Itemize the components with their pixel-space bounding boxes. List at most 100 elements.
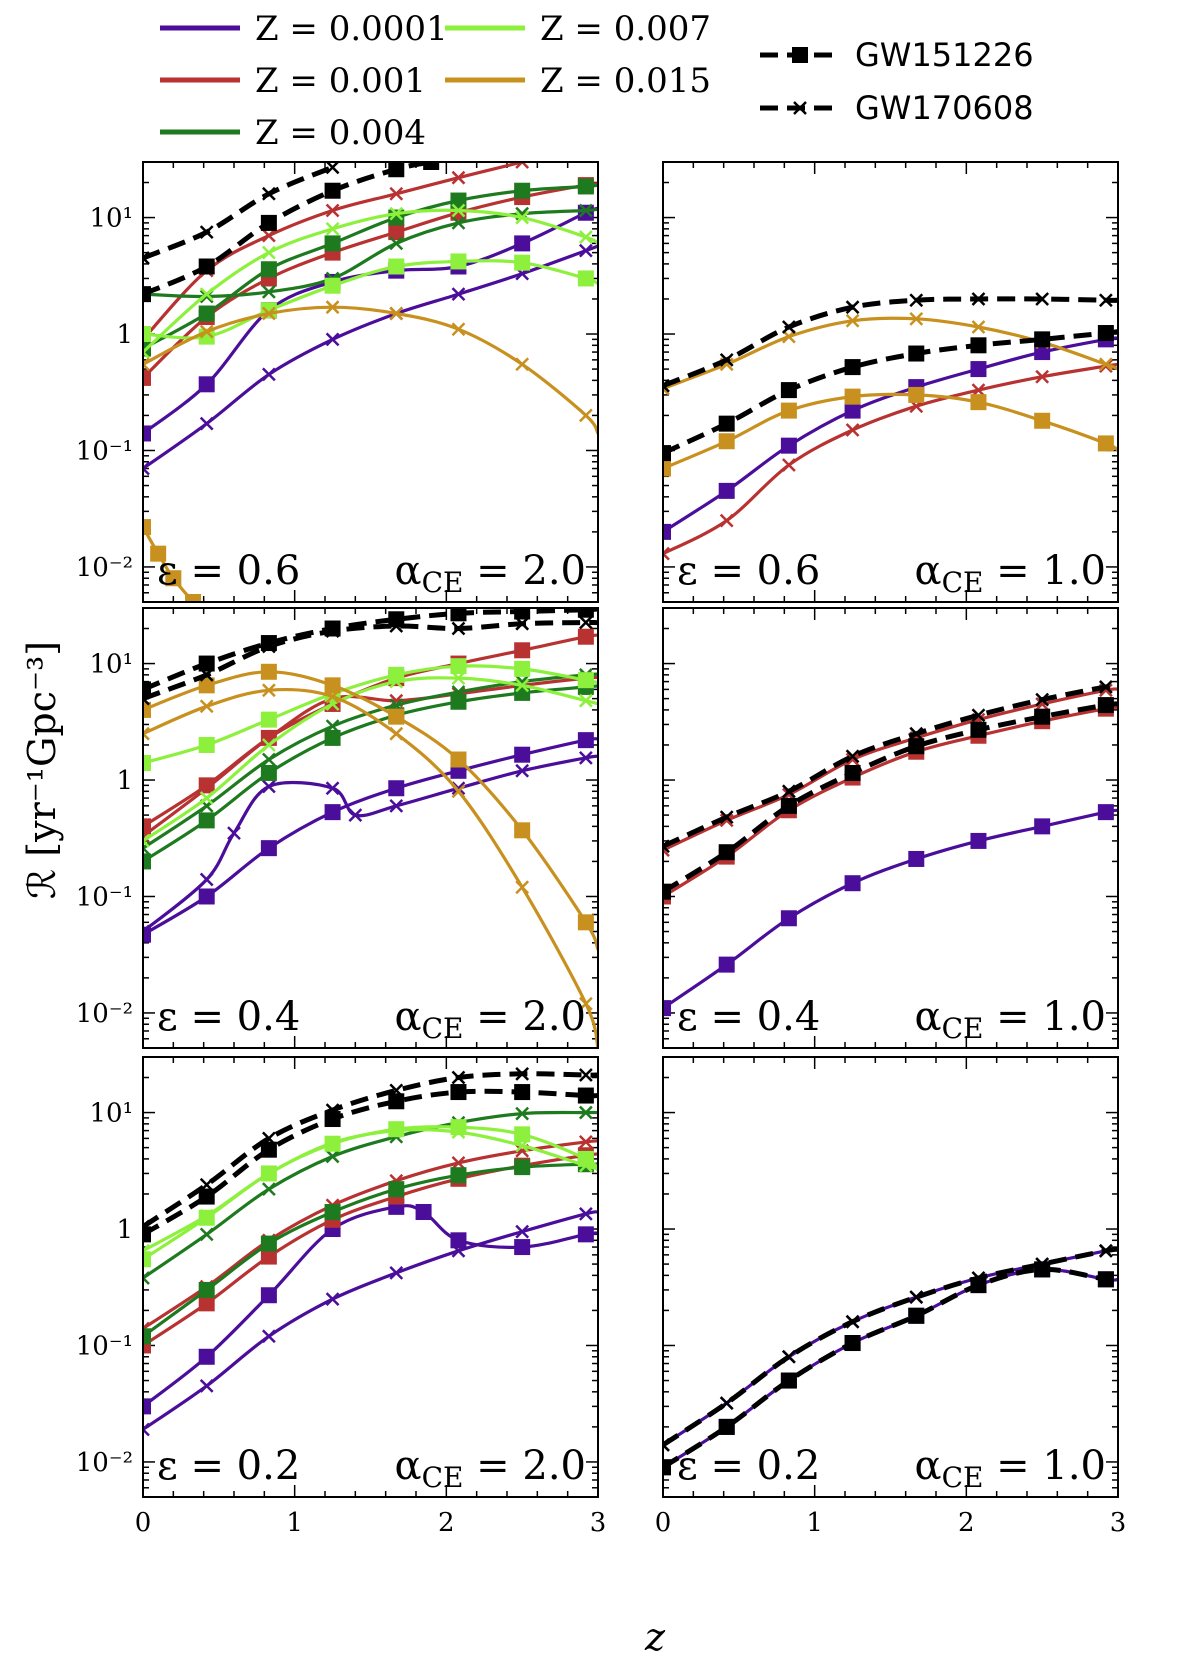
x-tick-label: 2	[438, 1508, 455, 1538]
panel-frame	[142, 1056, 599, 1498]
data-point-z-0-0001-square	[324, 804, 341, 821]
data-point-z-0-015-x	[325, 300, 340, 315]
series-line-gw151226-square	[663, 1266, 1118, 1470]
data-point-gw170608-x	[719, 352, 734, 367]
x-tick-label: 2	[958, 1508, 975, 1538]
data-point-z-0-0001-x	[389, 798, 404, 813]
data-point-z-0-007-x	[578, 230, 593, 244]
data-point-gw151226-square	[577, 608, 594, 618]
legend-label: GW170608	[855, 89, 1034, 127]
data-point-z-0-004-square	[450, 192, 467, 209]
data-point-gw151226-square	[388, 1093, 405, 1110]
alpha-ce-label: αCE = 1.0	[915, 548, 1106, 599]
data-point-z-0-004-x	[261, 285, 276, 299]
data-point-z-0-015-x	[451, 322, 466, 337]
panel-frame	[662, 1056, 1119, 1498]
data-point-gw170608-x	[515, 1066, 530, 1081]
data-point-z-0-007-square	[260, 711, 277, 728]
data-point-z-0-0001-square	[970, 361, 987, 378]
y-tick-label: 10⁻²	[76, 999, 133, 1029]
data-point-z-0-0001-x	[578, 750, 593, 765]
data-point-z-0-015-square	[324, 677, 341, 694]
data-point-z-0-015-square	[143, 701, 151, 718]
data-point-gw151226-square	[514, 1084, 531, 1101]
x-tick-label: 0	[135, 1508, 152, 1538]
data-point-z-0-004-x	[325, 1149, 340, 1164]
y-tick-label: 1	[116, 766, 133, 796]
data-point-z-0-007-x	[199, 287, 214, 302]
panel-frame	[142, 161, 599, 603]
data-point-z-0-0001-square	[780, 437, 797, 454]
data-point-z-0-0001-square	[198, 376, 215, 393]
panel-frame	[142, 607, 599, 1049]
data-point-z-0-001-square	[577, 628, 594, 645]
data-point-z-0-001-x	[199, 781, 214, 796]
data-point-gw170608-x	[781, 784, 796, 799]
data-point-z-0-0001-square	[663, 1000, 671, 1017]
data-point-z-0-015-x	[578, 996, 593, 1011]
data-point-z-0-015-x	[325, 689, 340, 704]
series-line-z-0-007-x	[143, 208, 598, 354]
legend: Z = 0.0001 Z = 0.001 Z = 0.004 Z = 0.007 Z =…	[160, 9, 1034, 153]
data-point-z-0-015-x	[143, 726, 150, 741]
data-point-z-0-007-x	[261, 738, 276, 752]
data-point-z-0-001-x	[515, 162, 530, 169]
panel-eps0.4-alpha2.0: 10⁻² 10⁻¹ 1 10¹ ε = 0.4 αCE = 2.0	[76, 607, 599, 1049]
data-point-gw170608-x	[515, 616, 530, 631]
data-point-z-0-0001-square	[577, 732, 594, 749]
data-point-gw170608-x	[143, 1219, 150, 1234]
series-line-gw170608-x	[143, 164, 334, 261]
alpha-ce-label: αCE = 2.0	[395, 1443, 586, 1494]
data-point-z-0-015-x	[578, 408, 593, 423]
data-point-z-0-004-x	[578, 1105, 593, 1120]
series-line-z-0-0001-square	[143, 1204, 598, 1408]
data-point-z-0-015-x	[515, 357, 530, 372]
data-point-z-0-004-x	[515, 1106, 530, 1121]
data-point-z-0-015-x	[261, 683, 276, 698]
legend-entry-z-0-004: Z = 0.004	[160, 113, 426, 153]
data-point-z-0-001-square	[388, 224, 405, 241]
data-point-z-0-0001-x	[348, 808, 363, 822]
data-point-gw151226-square	[718, 1418, 735, 1435]
data-point-z-0-0001-x	[261, 779, 276, 794]
alpha-ce-label: αCE = 1.0	[915, 994, 1106, 1045]
data-point-z-0-0001-square	[198, 1348, 215, 1365]
data-point-z-0-007-square	[450, 658, 467, 675]
data-point-gw170608-x	[663, 1438, 670, 1452]
data-point-z-0-0001-square	[450, 1232, 467, 1249]
data-point-z-0-007-square	[514, 660, 531, 677]
data-point-z-0-015-x	[515, 880, 530, 895]
data-point-z-0-001-x	[845, 423, 860, 437]
epsilon-label: ε = 0.2	[677, 1443, 820, 1489]
data-point-gw151226-square	[844, 1335, 861, 1352]
y-tick-label: 10¹	[89, 1099, 133, 1129]
x-tick-label: 3	[590, 1508, 607, 1538]
data-point-z-0-0001-x	[578, 1206, 593, 1221]
data-point-gw170608-x	[199, 225, 214, 239]
y-tick-label: 10¹	[89, 204, 133, 234]
data-point-z-0-001-x	[1035, 369, 1050, 384]
data-point-z-0-0001-square	[780, 910, 797, 927]
data-point-z-0-015-x	[909, 311, 924, 326]
data-point-gw151226-square	[198, 655, 215, 672]
series-line-z-0-007-x	[143, 676, 598, 843]
legend-label: Z = 0.004	[255, 113, 426, 153]
data-point-z-0-007-x	[515, 210, 530, 225]
data-point-z-0-0001-x	[199, 1378, 214, 1393]
data-point-gw170608-x	[781, 320, 796, 334]
data-point-z-0-0001-square	[388, 780, 405, 797]
data-point-z-0-0001-square	[514, 235, 531, 252]
epsilon-label: ε = 0.2	[157, 1443, 300, 1489]
data-point-z-0-004-square	[450, 1167, 467, 1184]
data-point-z-0-0001-square	[718, 482, 735, 499]
data-point-gw151226-square	[260, 1141, 277, 1158]
data-point-z-0-007-x	[325, 1135, 340, 1150]
y-axis-label: ℛ [yr⁻¹Gpc⁻³]	[20, 641, 64, 899]
series-line-gw151226-square	[663, 701, 1118, 894]
data-point-gw151226-square	[780, 1372, 797, 1389]
data-point-z-0-001-x	[719, 513, 734, 528]
data-point-z-0-007-x	[389, 1123, 404, 1138]
series-group	[143, 1066, 598, 1437]
data-point-z-0-004-square	[198, 812, 215, 829]
data-point-z-0-0001-square	[143, 425, 151, 442]
